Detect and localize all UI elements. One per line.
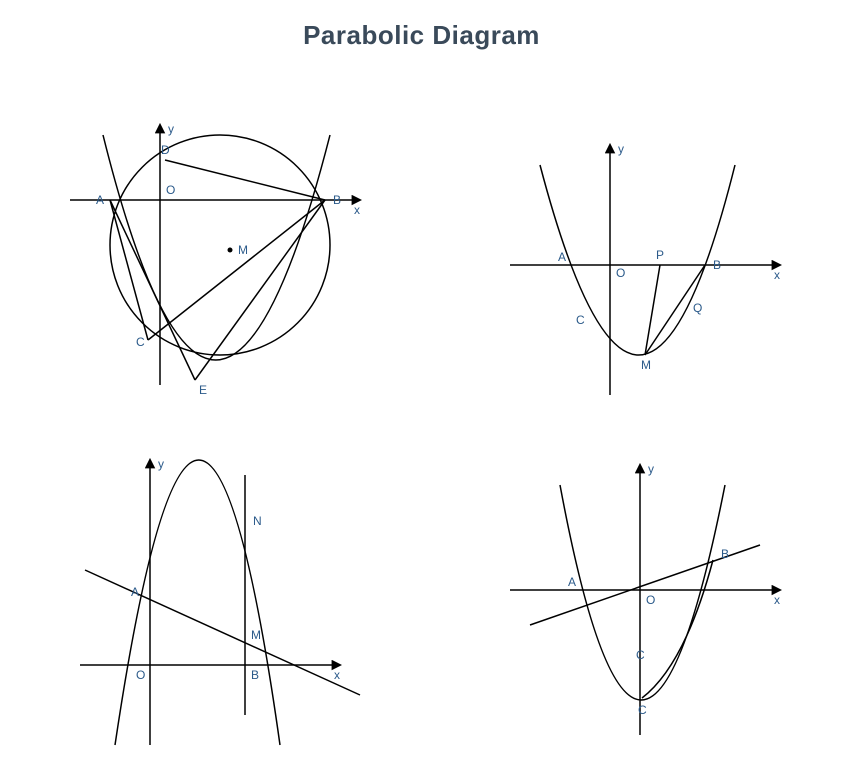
svg-text:x: x [774,593,780,607]
diagram-bottom-left: x y A O N M B [30,415,410,755]
svg-text:Q: Q [693,301,702,315]
svg-text:O: O [136,668,145,682]
svg-text:P: P [656,248,664,262]
svg-text:M: M [251,628,261,642]
svg-text:N: N [253,514,262,528]
panel-bottom-right: x y A O B C C [450,415,830,755]
svg-text:B: B [333,193,341,207]
svg-text:O: O [616,266,625,280]
page-title: Parabolic Diagram [30,20,813,51]
panel-top-left: x y A B O D M C E [30,65,410,405]
svg-text:C: C [136,335,145,349]
svg-text:B: B [713,258,721,272]
svg-text:C: C [576,313,585,327]
svg-text:B: B [251,668,259,682]
svg-text:y: y [618,142,624,156]
svg-text:x: x [354,203,360,217]
svg-text:C: C [638,703,647,717]
diagram-bottom-right: x y A O B C C [450,415,830,755]
svg-text:A: A [558,250,566,264]
svg-text:y: y [168,122,174,136]
diagram-grid: x y A B O D M C E x y A B O P Q M C x y A O N M B x y A O B C C [30,65,830,755]
svg-text:O: O [646,593,655,607]
svg-text:A: A [96,193,104,207]
svg-text:A: A [568,575,576,589]
svg-text:D: D [161,143,170,157]
svg-text:x: x [774,268,780,282]
svg-text:y: y [158,457,164,471]
svg-text:A: A [131,585,139,599]
panel-top-right: x y A B O P Q M C [450,65,830,405]
svg-text:M: M [238,243,248,257]
panel-bottom-left: x y A O N M B [30,415,410,755]
svg-text:B: B [721,547,729,561]
svg-text:y: y [648,462,654,476]
svg-text:E: E [199,383,207,397]
svg-text:C: C [636,648,645,662]
svg-text:x: x [334,668,340,682]
svg-text:O: O [166,183,175,197]
diagram-top-left: x y A B O D M C E [30,65,410,405]
svg-text:M: M [641,358,651,372]
diagram-top-right: x y A B O P Q M C [450,65,830,405]
